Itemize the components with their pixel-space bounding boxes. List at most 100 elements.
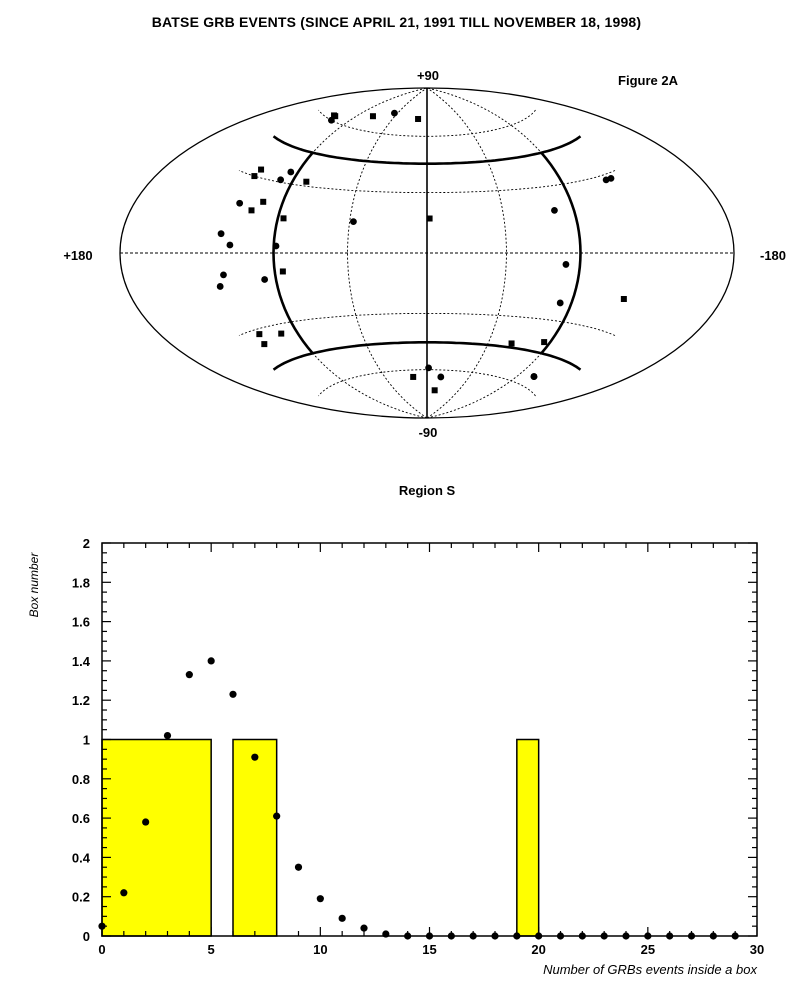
expected-point	[404, 932, 412, 940]
grb-event-square	[410, 373, 417, 380]
histogram-bar	[516, 738, 540, 937]
grb-event-dot	[607, 174, 615, 182]
label-minus-90: -90	[419, 425, 438, 440]
grb-event-dot	[562, 261, 570, 268]
grb-event-dot	[220, 271, 227, 279]
histogram-chart: Region S 0 5 10 15 20 25 30 0 0.2 0.4 0.6 0.8 1 1.2 1.…	[27, 483, 764, 977]
histogram-title: Region S	[399, 483, 456, 498]
sky-map: +90 -90 +180 -180 Figure 2A	[63, 68, 786, 440]
expected-point	[469, 932, 477, 940]
grb-event-square	[251, 173, 258, 180]
grb-event-dot	[551, 206, 558, 214]
page-title: BATSE GRB EVENTS (SINCE APRIL 21, 1991 T…	[151, 14, 642, 30]
expected-point	[491, 932, 499, 940]
grb-event-square	[332, 113, 339, 120]
expected-point	[622, 932, 630, 940]
expected-point	[360, 924, 368, 932]
expected-point	[382, 930, 390, 938]
y-axis-label: Box number	[27, 552, 41, 618]
histogram-bars	[101, 738, 540, 937]
grb-event-square	[256, 331, 263, 338]
parallel-line	[318, 109, 536, 137]
expected-point	[709, 932, 717, 940]
grb-event-dot	[556, 299, 564, 307]
expected-point	[687, 932, 696, 940]
y-tick-label: 1.4	[72, 654, 91, 669]
expected-point	[207, 657, 215, 665]
y-tick-label: 1.8	[72, 575, 90, 590]
grb-event-square	[279, 268, 286, 275]
sky-map-points	[216, 109, 627, 394]
histogram-bar	[101, 738, 212, 937]
expected-point	[185, 671, 193, 679]
grb-event-square	[248, 207, 255, 214]
grb-event-dot	[272, 242, 280, 250]
grb-event-square	[415, 115, 422, 122]
y-tick-label: 0.8	[72, 772, 90, 787]
expected-point	[535, 932, 543, 940]
y-tick-label: 1.6	[72, 615, 90, 630]
y-tick-label: 0.6	[72, 811, 90, 826]
meridian-line	[273, 87, 428, 419]
expected-point	[425, 932, 434, 940]
y-tick-label: 1	[83, 733, 90, 748]
grb-event-dot	[217, 230, 225, 238]
grb-event-square	[260, 198, 267, 205]
expected-point	[447, 932, 455, 940]
sky-map-grid	[119, 87, 735, 419]
grb-event-dot	[425, 364, 432, 372]
x-tick-label: 25	[641, 942, 655, 957]
x-axis-label: Number of GRBs events inside a box	[543, 962, 757, 977]
grb-event-square	[369, 113, 376, 120]
histogram-points	[98, 657, 739, 940]
grb-event-dot	[327, 116, 335, 124]
expected-point	[513, 932, 521, 940]
expected-point	[273, 812, 281, 820]
expected-point	[163, 731, 172, 740]
meridian-line	[347, 87, 428, 419]
expected-point	[731, 932, 739, 940]
expected-point	[142, 818, 150, 826]
label-plus-90: +90	[417, 68, 439, 83]
grb-event-dot	[391, 109, 398, 117]
label-plus-180: +180	[63, 248, 92, 263]
expected-point	[338, 914, 346, 922]
histogram-bar	[232, 738, 278, 937]
grb-event-dot	[216, 283, 224, 290]
expected-point	[98, 922, 106, 930]
grb-event-dot	[226, 241, 234, 249]
x-tick-label: 20	[531, 942, 545, 957]
grb-event-square	[508, 340, 515, 347]
expected-point	[120, 889, 128, 897]
grb-event-square	[431, 387, 438, 394]
expected-point	[316, 895, 324, 903]
x-tick-label: 15	[422, 942, 436, 957]
expected-point	[294, 863, 303, 871]
grb-event-dot	[277, 176, 285, 184]
expected-point	[666, 932, 674, 940]
y-tick-label: 0.4	[72, 850, 91, 865]
grb-event-square	[426, 215, 433, 222]
figure-label: Figure 2A	[618, 73, 679, 88]
expected-point	[644, 932, 652, 940]
x-tick-label: 30	[750, 942, 764, 957]
y-tick-label: 1.2	[72, 693, 90, 708]
y-tick-label: 0.2	[72, 890, 90, 905]
label-minus-180: -180	[760, 248, 786, 263]
expected-point	[251, 753, 259, 761]
grb-event-square	[541, 339, 548, 346]
x-tick-label: 0	[98, 942, 105, 957]
expected-point	[578, 932, 586, 940]
grb-event-dot	[350, 218, 357, 225]
y-tick-label: 0	[83, 929, 90, 944]
grb-event-square	[258, 166, 265, 173]
histogram-ticks: 0 5 10 15 20 25 30 0 0.2 0.4 0.6 0.8 1 1.2 1.4 1.6 1.8 2	[72, 536, 764, 957]
x-tick-label: 5	[208, 942, 215, 957]
grb-event-dot	[287, 168, 295, 176]
parallel-line	[318, 369, 536, 397]
grb-event-square	[620, 295, 627, 302]
grb-event-square	[278, 330, 285, 337]
x-tick-label: 10	[313, 942, 327, 957]
grb-event-dot	[437, 373, 445, 381]
